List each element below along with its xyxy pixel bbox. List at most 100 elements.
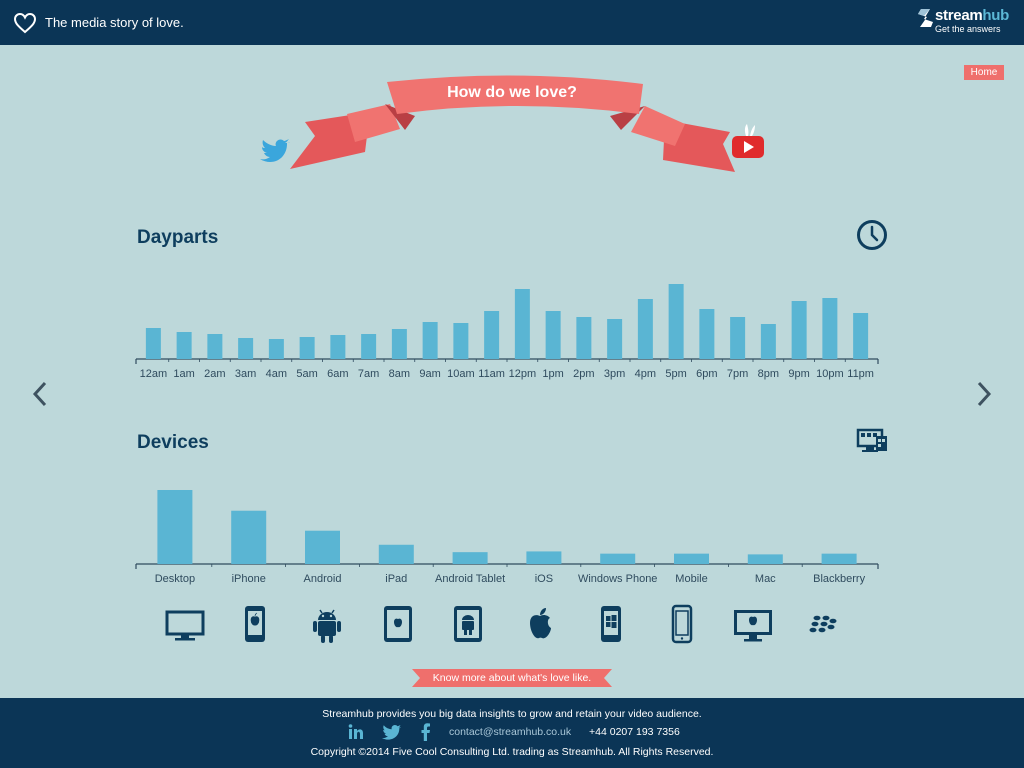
- devices-chart: Desktop iPhone Android iPad Android Tablet iO…: [135, 490, 879, 585]
- bar: [452, 552, 488, 564]
- mac-icon: [734, 610, 772, 642]
- tick-label: 8am: [389, 368, 410, 380]
- devices-icon: [856, 428, 887, 452]
- tick-label: 10pm: [816, 368, 844, 380]
- bar: [526, 551, 562, 564]
- tick-label: Android: [304, 573, 342, 585]
- tick-label: 10am: [447, 368, 475, 380]
- tick-label: iPad: [385, 573, 407, 585]
- bar: [514, 289, 530, 359]
- android-icon: [313, 609, 341, 643]
- linkedin-icon[interactable]: [346, 723, 366, 741]
- tick-label: 2pm: [573, 368, 594, 380]
- mobile-icon: [671, 604, 693, 644]
- tick-label: 4am: [266, 368, 287, 380]
- tick-label: 8pm: [758, 368, 779, 380]
- tick-label: 9pm: [788, 368, 809, 380]
- tick-label: 4pm: [635, 368, 656, 380]
- tick-label: 3pm: [604, 368, 625, 380]
- bar: [361, 334, 377, 359]
- desktop-icon: [165, 610, 205, 641]
- twitter-icon[interactable]: [382, 723, 402, 741]
- bar: [545, 311, 561, 359]
- know-more-label: Know more about what's love like.: [432, 672, 592, 684]
- contact-email-link[interactable]: contact@streamhub.co.uk: [449, 726, 572, 738]
- tick-label: 11pm: [847, 368, 874, 380]
- bar: [576, 317, 592, 359]
- clock-icon: [857, 220, 887, 250]
- bar: [600, 553, 636, 564]
- bar: [637, 299, 653, 359]
- tick-label: 12pm: [509, 368, 537, 380]
- cta-ribbon-shape: [412, 669, 612, 687]
- tick-label: 11am: [478, 368, 505, 380]
- tick-label: 6pm: [696, 368, 717, 380]
- home-button[interactable]: Home: [964, 65, 1004, 80]
- tick-label: Windows Phone: [578, 573, 658, 585]
- dayparts-title: Dayparts: [137, 227, 219, 248]
- know-more-button[interactable]: Know more about what's love like.: [412, 669, 612, 687]
- bar: [747, 554, 783, 564]
- bar: [699, 309, 715, 359]
- tick-label: 7am: [358, 368, 379, 380]
- iphone-icon: [245, 606, 265, 642]
- next-arrow-icon[interactable]: [974, 379, 994, 409]
- bar: [330, 335, 346, 359]
- bar: [674, 553, 709, 564]
- blackberry-icon: [809, 615, 837, 633]
- tick-label: 1pm: [542, 368, 563, 380]
- tick-label: Blackberry: [813, 573, 865, 585]
- bar: [730, 317, 746, 359]
- devices-title: Devices: [137, 432, 209, 453]
- bar: [822, 298, 838, 359]
- windows-phone-icon: [601, 606, 621, 642]
- tagline: The media story of love.: [45, 15, 184, 30]
- bar: [422, 322, 438, 359]
- tick-label: iOS: [535, 573, 553, 585]
- bar: [207, 334, 223, 359]
- ipad-icon: [384, 606, 412, 642]
- tick-label: 1am: [173, 368, 194, 380]
- tick-label: 3am: [235, 368, 256, 380]
- youtube-icon: [732, 124, 764, 158]
- tick-label: 5pm: [665, 368, 686, 380]
- tick-label: iPhone: [232, 573, 266, 585]
- facebook-icon[interactable]: [416, 723, 436, 741]
- tick-label: 9am: [419, 368, 440, 380]
- bar: [231, 510, 267, 564]
- bar: [176, 332, 192, 359]
- brand-name: streamhub: [935, 7, 1009, 24]
- bar: [791, 301, 807, 359]
- tick-label: Mac: [755, 573, 776, 585]
- bar: [268, 339, 284, 359]
- prev-arrow-icon[interactable]: [30, 379, 50, 409]
- dayparts-chart: 12am 1am 2am 3am 4am 5am 6am 7am 8am 9am 10am 11am 1…: [135, 284, 879, 380]
- bar: [668, 284, 684, 359]
- bar: [821, 553, 857, 564]
- bar: [760, 324, 776, 359]
- top-bar: The media story of love. streamhub Get t…: [0, 0, 1024, 45]
- tick-label: Desktop: [155, 573, 195, 585]
- streamhub-s-icon: [918, 9, 933, 27]
- copyright: Copyright ©2014 Five Cool Consulting Ltd…: [310, 746, 714, 758]
- bar: [378, 544, 414, 564]
- phone-number: +44 0207 193 7356: [589, 726, 680, 738]
- bar: [299, 337, 315, 359]
- bar: [607, 319, 623, 359]
- bar: [853, 313, 869, 359]
- bar: [238, 338, 254, 359]
- bar: [484, 311, 500, 359]
- bar: [453, 323, 469, 359]
- heart-icon[interactable]: [13, 12, 37, 34]
- bar: [157, 490, 193, 564]
- twitter-bird-icon: [260, 139, 290, 162]
- android-tablet-icon: [454, 606, 482, 642]
- tick-label: 6am: [327, 368, 348, 380]
- ribbon-banner: [260, 75, 764, 172]
- streamhub-logo[interactable]: streamhub Get the answers: [916, 7, 1012, 37]
- hero-title: How do we love?: [447, 84, 577, 101]
- tick-label: 12am: [140, 368, 168, 380]
- footer-tagline: Streamhub provides you big data insights…: [322, 708, 702, 720]
- tick-label: Android Tablet: [435, 573, 505, 585]
- bar: [145, 328, 161, 359]
